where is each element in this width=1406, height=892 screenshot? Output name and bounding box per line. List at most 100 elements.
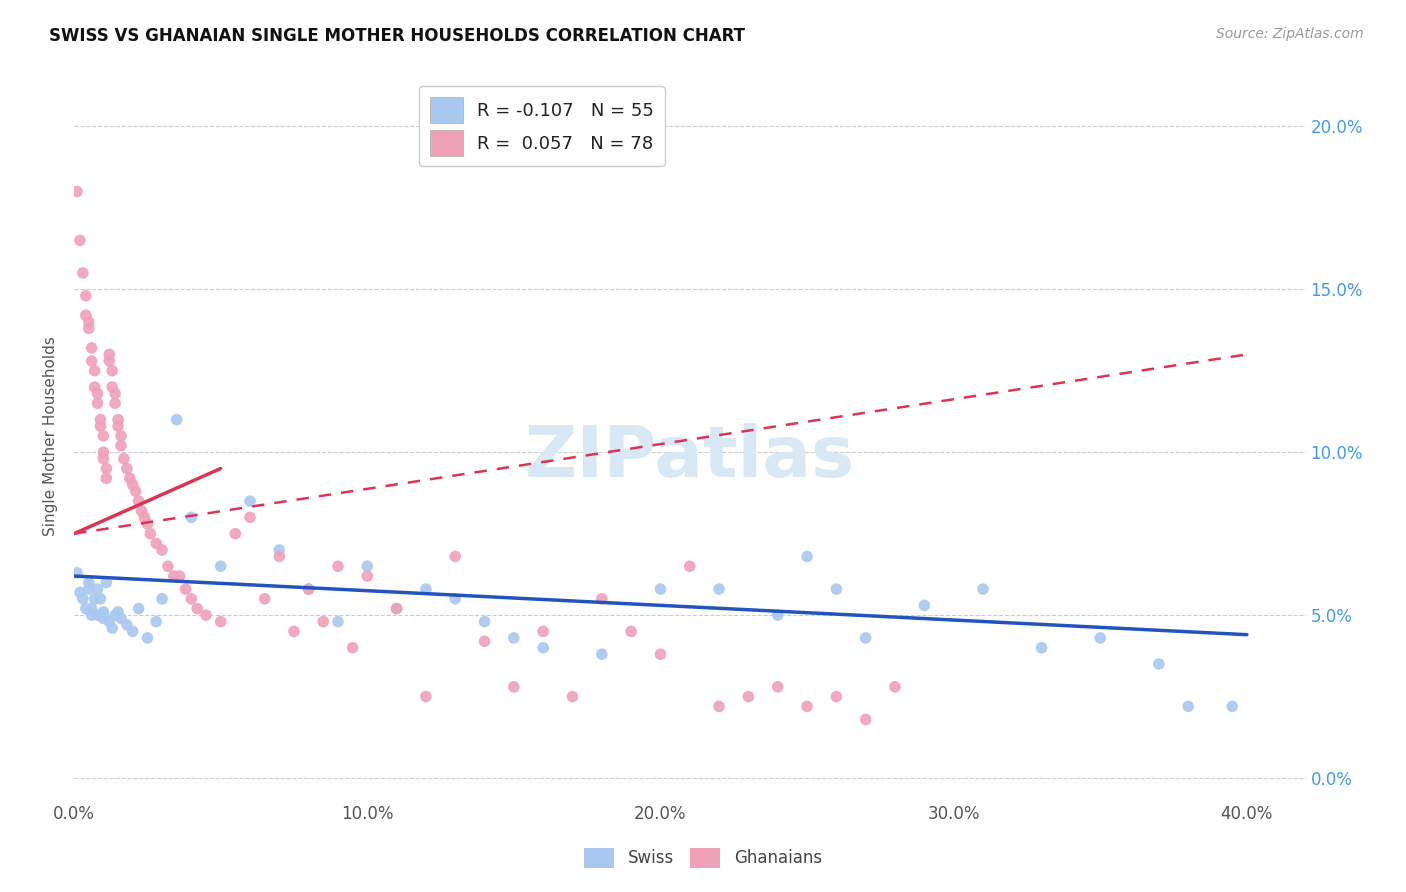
- Point: [474, 615, 496, 629]
- Point: [912, 599, 935, 613]
- Point: [385, 601, 408, 615]
- Point: [121, 624, 143, 639]
- Point: [136, 516, 159, 531]
- Point: [163, 569, 186, 583]
- Point: [115, 461, 138, 475]
- Point: [707, 699, 730, 714]
- Point: [139, 526, 162, 541]
- Point: [239, 510, 262, 524]
- Point: [69, 585, 91, 599]
- Point: [77, 315, 100, 329]
- Point: [134, 510, 156, 524]
- Point: [707, 582, 730, 596]
- Point: [93, 451, 115, 466]
- Point: [1031, 640, 1053, 655]
- Point: [356, 569, 378, 583]
- Point: [72, 591, 94, 606]
- Point: [93, 611, 115, 625]
- Point: [209, 615, 232, 629]
- Point: [283, 624, 305, 639]
- Point: [77, 321, 100, 335]
- Point: [415, 582, 437, 596]
- Point: [104, 608, 127, 623]
- Point: [169, 569, 191, 583]
- Point: [96, 461, 118, 475]
- Point: [131, 504, 153, 518]
- Point: [186, 601, 208, 615]
- Point: [89, 412, 111, 426]
- Point: [415, 690, 437, 704]
- Point: [796, 699, 818, 714]
- Text: Source: ZipAtlas.com: Source: ZipAtlas.com: [1216, 27, 1364, 41]
- Point: [93, 445, 115, 459]
- Point: [86, 386, 108, 401]
- Point: [239, 494, 262, 508]
- Point: [855, 713, 877, 727]
- Point: [77, 582, 100, 596]
- Point: [356, 559, 378, 574]
- Point: [83, 591, 105, 606]
- Point: [679, 559, 702, 574]
- Point: [128, 601, 150, 615]
- Point: [385, 601, 408, 615]
- Point: [98, 354, 121, 368]
- Text: ZIPatlas: ZIPatlas: [524, 423, 855, 491]
- Point: [561, 690, 583, 704]
- Point: [502, 631, 524, 645]
- Point: [96, 471, 118, 485]
- Point: [112, 451, 135, 466]
- Point: [884, 680, 907, 694]
- Point: [89, 591, 111, 606]
- Point: [110, 611, 132, 625]
- Point: [150, 543, 173, 558]
- Point: [1090, 631, 1112, 645]
- Point: [77, 575, 100, 590]
- Point: [80, 354, 103, 368]
- Point: [80, 608, 103, 623]
- Point: [124, 484, 146, 499]
- Point: [180, 591, 202, 606]
- Point: [86, 608, 108, 623]
- Point: [75, 309, 97, 323]
- Point: [444, 549, 467, 564]
- Point: [98, 615, 121, 629]
- Point: [502, 680, 524, 694]
- Point: [342, 640, 364, 655]
- Point: [224, 526, 246, 541]
- Point: [531, 624, 554, 639]
- Point: [96, 575, 118, 590]
- Legend: R = -0.107   N = 55, R =  0.057   N = 78: R = -0.107 N = 55, R = 0.057 N = 78: [419, 87, 665, 167]
- Point: [104, 386, 127, 401]
- Point: [104, 396, 127, 410]
- Point: [101, 621, 124, 635]
- Point: [269, 543, 291, 558]
- Point: [253, 591, 276, 606]
- Point: [86, 396, 108, 410]
- Point: [195, 608, 218, 623]
- Point: [121, 477, 143, 491]
- Point: [83, 380, 105, 394]
- Point: [796, 549, 818, 564]
- Point: [156, 559, 179, 574]
- Point: [766, 608, 789, 623]
- Point: [591, 647, 613, 661]
- Point: [145, 615, 167, 629]
- Point: [75, 601, 97, 615]
- Point: [150, 591, 173, 606]
- Point: [83, 364, 105, 378]
- Point: [115, 618, 138, 632]
- Point: [825, 582, 848, 596]
- Point: [89, 419, 111, 434]
- Point: [110, 439, 132, 453]
- Point: [474, 634, 496, 648]
- Point: [101, 380, 124, 394]
- Point: [269, 549, 291, 564]
- Point: [825, 690, 848, 704]
- Point: [107, 412, 129, 426]
- Point: [98, 347, 121, 361]
- Point: [145, 536, 167, 550]
- Point: [531, 640, 554, 655]
- Point: [128, 494, 150, 508]
- Point: [650, 582, 672, 596]
- Point: [591, 591, 613, 606]
